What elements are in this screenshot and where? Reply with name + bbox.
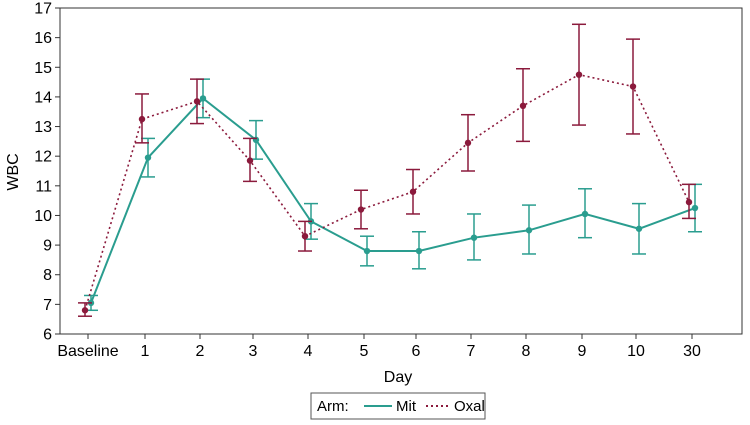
y-tick-label: 12 — [34, 149, 52, 166]
y-tick-label: 7 — [43, 297, 52, 314]
x-tick-label: Baseline — [57, 343, 118, 360]
data-point — [464, 139, 472, 147]
data-point — [575, 71, 583, 78]
data-point — [301, 233, 309, 240]
series-mit — [84, 78, 702, 312]
data-point — [409, 188, 417, 195]
series-line-mit — [90, 97, 696, 304]
x-tick-label: 3 — [249, 343, 258, 360]
y-axis-label: WBC — [5, 153, 22, 190]
data-point — [199, 95, 207, 102]
y-tick-label: 6 — [43, 327, 52, 344]
y-tick-label: 10 — [34, 208, 52, 225]
y-tick-label: 14 — [34, 89, 52, 106]
legend-label-mit: Mit — [396, 398, 417, 415]
x-axis-label: Day — [384, 369, 412, 386]
x-tick-label: 7 — [467, 343, 476, 360]
data-point — [685, 198, 693, 206]
x-tick-label: 1 — [141, 343, 150, 360]
y-tick-label: 9 — [43, 238, 52, 255]
data-point — [415, 247, 423, 255]
y-tick-label: 11 — [35, 178, 52, 195]
x-tick-label: 2 — [196, 343, 205, 360]
data-point — [252, 136, 260, 144]
x-tick-label: 8 — [522, 343, 531, 360]
data-point — [246, 157, 254, 164]
x-tick-label: 10 — [627, 343, 645, 360]
series-oxal — [78, 23, 696, 317]
data-point — [635, 225, 643, 232]
data-point — [691, 204, 699, 212]
data-point — [519, 102, 527, 110]
data-point — [525, 227, 533, 234]
y-tick-label: 13 — [34, 119, 52, 136]
legend-label-oxal: Oxal — [454, 398, 485, 415]
x-tick-label: 5 — [360, 343, 369, 360]
y-tick-label: 15 — [34, 60, 52, 77]
data-point — [581, 210, 589, 218]
data-point — [470, 234, 478, 241]
x-tick-label: 4 — [304, 343, 313, 360]
data-point — [357, 206, 365, 213]
legend-title: Arm: — [317, 398, 349, 415]
x-tick-label: 30 — [683, 343, 701, 360]
data-point — [363, 247, 371, 255]
series-line-oxal — [84, 73, 690, 311]
x-tick-label: 9 — [578, 343, 587, 360]
legend: Arm: Mit Oxal — [310, 392, 486, 420]
y-tick-label: 16 — [34, 30, 52, 47]
data-point — [81, 307, 89, 314]
data-point — [144, 154, 152, 161]
data-point — [138, 115, 146, 123]
data-point — [629, 83, 637, 90]
y-tick-label: 8 — [43, 267, 52, 284]
data-point — [193, 98, 201, 105]
x-tick-label: 6 — [412, 343, 421, 360]
y-tick-label: 17 — [34, 1, 52, 18]
legend-box — [310, 392, 486, 420]
plot-frame — [59, 7, 743, 335]
